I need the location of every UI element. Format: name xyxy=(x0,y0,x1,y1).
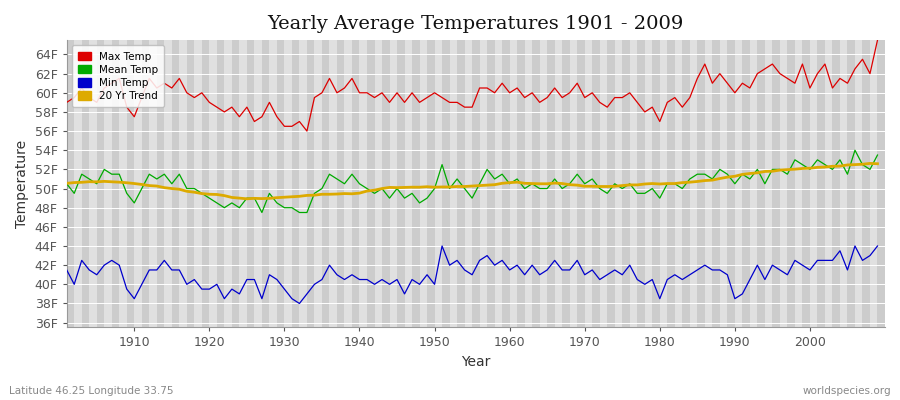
Title: Yearly Average Temperatures 1901 - 2009: Yearly Average Temperatures 1901 - 2009 xyxy=(267,15,684,33)
Bar xyxy=(428,40,435,328)
Bar xyxy=(82,40,89,328)
Bar xyxy=(262,40,269,328)
Bar xyxy=(127,40,134,328)
Bar xyxy=(157,40,165,328)
Bar xyxy=(803,40,810,328)
Bar xyxy=(247,40,255,328)
Bar xyxy=(772,40,780,328)
Text: Latitude 46.25 Longitude 33.75: Latitude 46.25 Longitude 33.75 xyxy=(9,386,174,396)
Bar xyxy=(322,40,329,328)
Bar xyxy=(698,40,705,328)
Bar xyxy=(652,40,660,328)
Text: worldspecies.org: worldspecies.org xyxy=(803,386,891,396)
Bar xyxy=(532,40,540,328)
Bar xyxy=(562,40,570,328)
Bar xyxy=(232,40,239,328)
Bar xyxy=(622,40,630,328)
Bar xyxy=(817,40,825,328)
Bar xyxy=(788,40,795,328)
Bar xyxy=(367,40,374,328)
X-axis label: Year: Year xyxy=(461,355,491,369)
Y-axis label: Temperature: Temperature xyxy=(15,140,29,228)
Bar xyxy=(67,40,74,328)
Bar xyxy=(592,40,599,328)
Bar xyxy=(442,40,450,328)
Bar xyxy=(307,40,314,328)
Bar xyxy=(292,40,300,328)
Bar xyxy=(832,40,840,328)
Bar xyxy=(547,40,554,328)
Bar xyxy=(712,40,720,328)
Bar xyxy=(518,40,525,328)
Bar xyxy=(758,40,765,328)
Bar xyxy=(172,40,179,328)
Bar xyxy=(878,40,885,328)
Bar xyxy=(848,40,855,328)
Bar xyxy=(457,40,464,328)
Bar xyxy=(862,40,870,328)
Bar xyxy=(487,40,495,328)
Bar xyxy=(397,40,404,328)
Bar xyxy=(577,40,585,328)
Bar xyxy=(382,40,390,328)
Legend: Max Temp, Mean Temp, Min Temp, 20 Yr Trend: Max Temp, Mean Temp, Min Temp, 20 Yr Tre… xyxy=(72,45,165,107)
Bar xyxy=(217,40,224,328)
Bar xyxy=(727,40,735,328)
Bar xyxy=(608,40,615,328)
Bar xyxy=(472,40,480,328)
Bar xyxy=(337,40,345,328)
Bar xyxy=(112,40,120,328)
Bar xyxy=(682,40,689,328)
Bar xyxy=(412,40,419,328)
Bar xyxy=(202,40,210,328)
Bar xyxy=(667,40,675,328)
Bar xyxy=(502,40,509,328)
Bar xyxy=(142,40,149,328)
Bar xyxy=(277,40,284,328)
Bar xyxy=(352,40,359,328)
Bar xyxy=(637,40,644,328)
Bar xyxy=(96,40,104,328)
Bar xyxy=(742,40,750,328)
Bar xyxy=(187,40,194,328)
